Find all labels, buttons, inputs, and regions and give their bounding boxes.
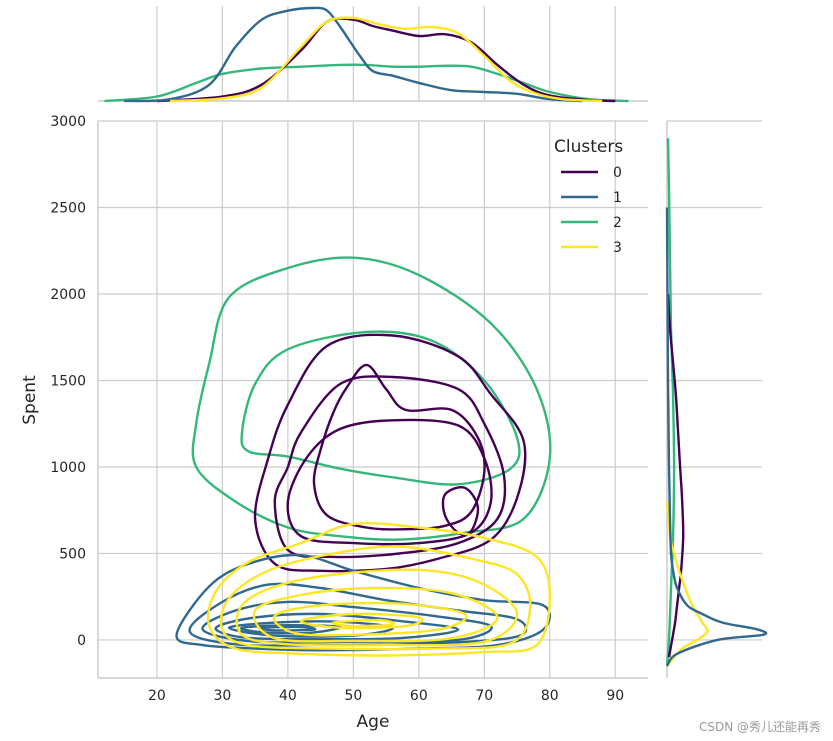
age-density-cluster-3 (169, 16, 603, 103)
y-tick-labels: 0 500 1000 1500 2000 2500 3000 (50, 114, 86, 649)
contour-cluster-1 (175, 553, 551, 652)
contour-cluster-2 (191, 256, 552, 541)
legend-label-2: 2 (613, 215, 622, 231)
x-tick-label: 30 (213, 688, 231, 704)
y-tick-label: 0 (77, 633, 86, 649)
legend-label-1: 1 (613, 190, 622, 206)
legend: Clusters 0 1 2 3 (554, 137, 623, 256)
x-tick-label: 80 (541, 688, 559, 704)
right-marginal-spent-density (665, 120, 768, 678)
x-tick-label: 70 (475, 688, 493, 704)
contour-cluster-0 (273, 375, 507, 559)
contour-cluster-3 (299, 612, 424, 630)
legend-title: Clusters (554, 137, 623, 157)
y-tick-label: 1000 (50, 460, 86, 476)
spent-density-cluster-0 (666, 293, 685, 658)
contour-cluster-3 (206, 521, 551, 657)
legend-label-3: 3 (613, 240, 622, 256)
watermark: CSDN @秀儿还能再秀 (698, 720, 821, 734)
x-axis-label: Age (357, 712, 390, 732)
top-marginal-age-density (98, 6, 648, 103)
contour-cluster-3 (235, 568, 519, 647)
contour-cluster-1 (259, 625, 317, 632)
main-axes-frame (97, 121, 648, 679)
y-tick-label: 1500 (50, 373, 86, 389)
age-density-cluster-0 (156, 17, 616, 103)
age-density-cluster-2 (104, 63, 629, 103)
x-tick-label: 20 (148, 688, 166, 704)
x-tick-label: 60 (410, 688, 428, 704)
contour-cluster-0 (286, 418, 493, 546)
contour-cluster-0 (312, 363, 486, 531)
y-tick-label: 500 (59, 546, 86, 562)
x-tick-label: 40 (279, 688, 297, 704)
y-tick-label: 2000 (50, 287, 86, 303)
contour-cluster-2 (240, 330, 521, 486)
x-tick-label: 90 (606, 688, 624, 704)
legend-label-0: 0 (613, 165, 622, 181)
contour-cluster-0 (441, 486, 480, 536)
kde-contours (175, 256, 552, 657)
x-tick-labels: 20 30 40 50 60 70 80 90 (148, 688, 624, 704)
y-tick-label: 3000 (50, 114, 86, 130)
spent-density-cluster-1 (665, 207, 768, 667)
age-density-cluster-1 (124, 6, 583, 103)
main-gridlines (98, 120, 648, 678)
contour-cluster-1 (239, 623, 342, 635)
y-tick-label: 2500 (50, 200, 86, 216)
contour-cluster-3 (331, 618, 396, 628)
spent-density-cluster-3 (665, 501, 709, 667)
contour-cluster-3 (272, 601, 468, 637)
x-tick-label: 50 (344, 688, 362, 704)
contour-cluster-3 (252, 586, 499, 643)
y-axis-label: Spent (20, 375, 40, 425)
spent-density-cluster-2 (665, 138, 676, 666)
contour-cluster-3 (219, 545, 532, 651)
